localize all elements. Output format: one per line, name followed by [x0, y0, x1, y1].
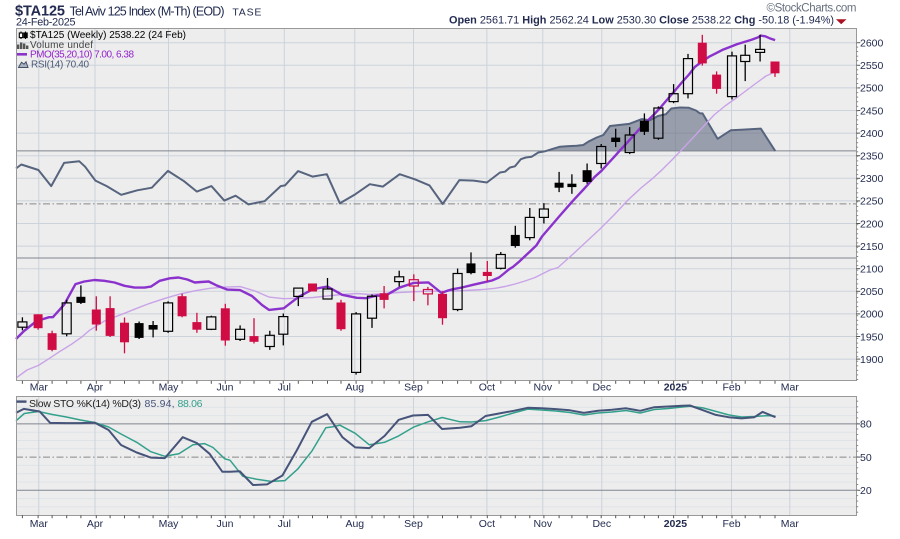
- svg-text:2450: 2450: [860, 105, 884, 117]
- svg-text:Jun: Jun: [217, 382, 234, 394]
- svg-text:Jul: Jul: [278, 518, 291, 530]
- svg-text:Jul: Jul: [278, 382, 291, 394]
- svg-text:TASE: TASE: [232, 7, 261, 19]
- svg-text:1950: 1950: [860, 331, 884, 343]
- svg-text:1900: 1900: [860, 354, 884, 366]
- svg-text:Slow STO %K(14) %D(3): Slow STO %K(14) %D(3): [29, 398, 141, 410]
- svg-text:2200: 2200: [860, 218, 884, 230]
- svg-text:Oct: Oct: [479, 518, 495, 530]
- svg-text:Feb: Feb: [722, 518, 740, 530]
- svg-text:50: 50: [860, 452, 872, 464]
- svg-text:Aug: Aug: [345, 382, 364, 394]
- svg-text:2025: 2025: [664, 518, 688, 530]
- svg-text:Apr: Apr: [87, 518, 104, 530]
- svg-text:85.94,: 85.94,: [145, 398, 175, 410]
- svg-text:©StockCharts.com: ©StockCharts.com: [767, 3, 857, 15]
- svg-text:2150: 2150: [860, 241, 884, 253]
- svg-text:2350: 2350: [860, 151, 884, 163]
- svg-text:Nov: Nov: [533, 382, 552, 394]
- svg-text:24-Feb-2025: 24-Feb-2025: [16, 16, 76, 28]
- svg-text:2550: 2550: [860, 60, 884, 72]
- svg-text:Volume undef: Volume undef: [30, 40, 93, 51]
- svg-text:May: May: [159, 518, 180, 530]
- svg-text:88.06: 88.06: [178, 398, 203, 410]
- svg-text:Oct: Oct: [479, 382, 495, 394]
- svg-text:Sep: Sep: [404, 518, 423, 530]
- svg-text:2100: 2100: [860, 264, 884, 276]
- svg-text:Feb: Feb: [722, 382, 740, 394]
- svg-text:Aug: Aug: [345, 518, 364, 530]
- svg-text:PMO(35,20,10) 7.00, 6.38: PMO(35,20,10) 7.00, 6.38: [30, 50, 134, 61]
- svg-text:2300: 2300: [860, 173, 884, 185]
- svg-text:Sep: Sep: [404, 382, 423, 394]
- svg-text:80: 80: [860, 419, 872, 431]
- svg-text:Mar: Mar: [30, 518, 49, 530]
- svg-text:Tel Aviv 125 Index (M-Th) (EOD: Tel Aviv 125 Index (M-Th) (EOD): [70, 5, 225, 19]
- svg-text:2500: 2500: [860, 83, 884, 95]
- svg-text:2400: 2400: [860, 128, 884, 140]
- svg-text:2050: 2050: [860, 286, 884, 298]
- svg-text:Mar: Mar: [781, 518, 800, 530]
- svg-text:Mar: Mar: [781, 382, 800, 394]
- svg-text:2250: 2250: [860, 196, 884, 208]
- svg-text:RSI(14) 70.40: RSI(14) 70.40: [31, 59, 89, 70]
- svg-text:Jun: Jun: [217, 518, 234, 530]
- svg-text:Mar: Mar: [30, 382, 49, 394]
- svg-text:Open 2561.71 High 2562.24 Low: Open 2561.71 High 2562.24 Low 2530.30 Cl…: [449, 15, 834, 27]
- svg-text:Apr: Apr: [87, 382, 104, 394]
- svg-text:2000: 2000: [860, 309, 884, 321]
- svg-text:2025: 2025: [664, 382, 688, 394]
- svg-text:Dec: Dec: [592, 518, 611, 530]
- svg-text:2600: 2600: [860, 38, 884, 50]
- svg-text:May: May: [159, 382, 180, 394]
- svg-text:$TA125 (Weekly) 2538.22 (24 Fe: $TA125 (Weekly) 2538.22 (24 Feb): [30, 30, 186, 41]
- svg-text:Dec: Dec: [592, 382, 611, 394]
- svg-text:$TA125: $TA125: [15, 4, 65, 20]
- svg-text:Nov: Nov: [533, 518, 552, 530]
- svg-text:20: 20: [860, 485, 872, 497]
